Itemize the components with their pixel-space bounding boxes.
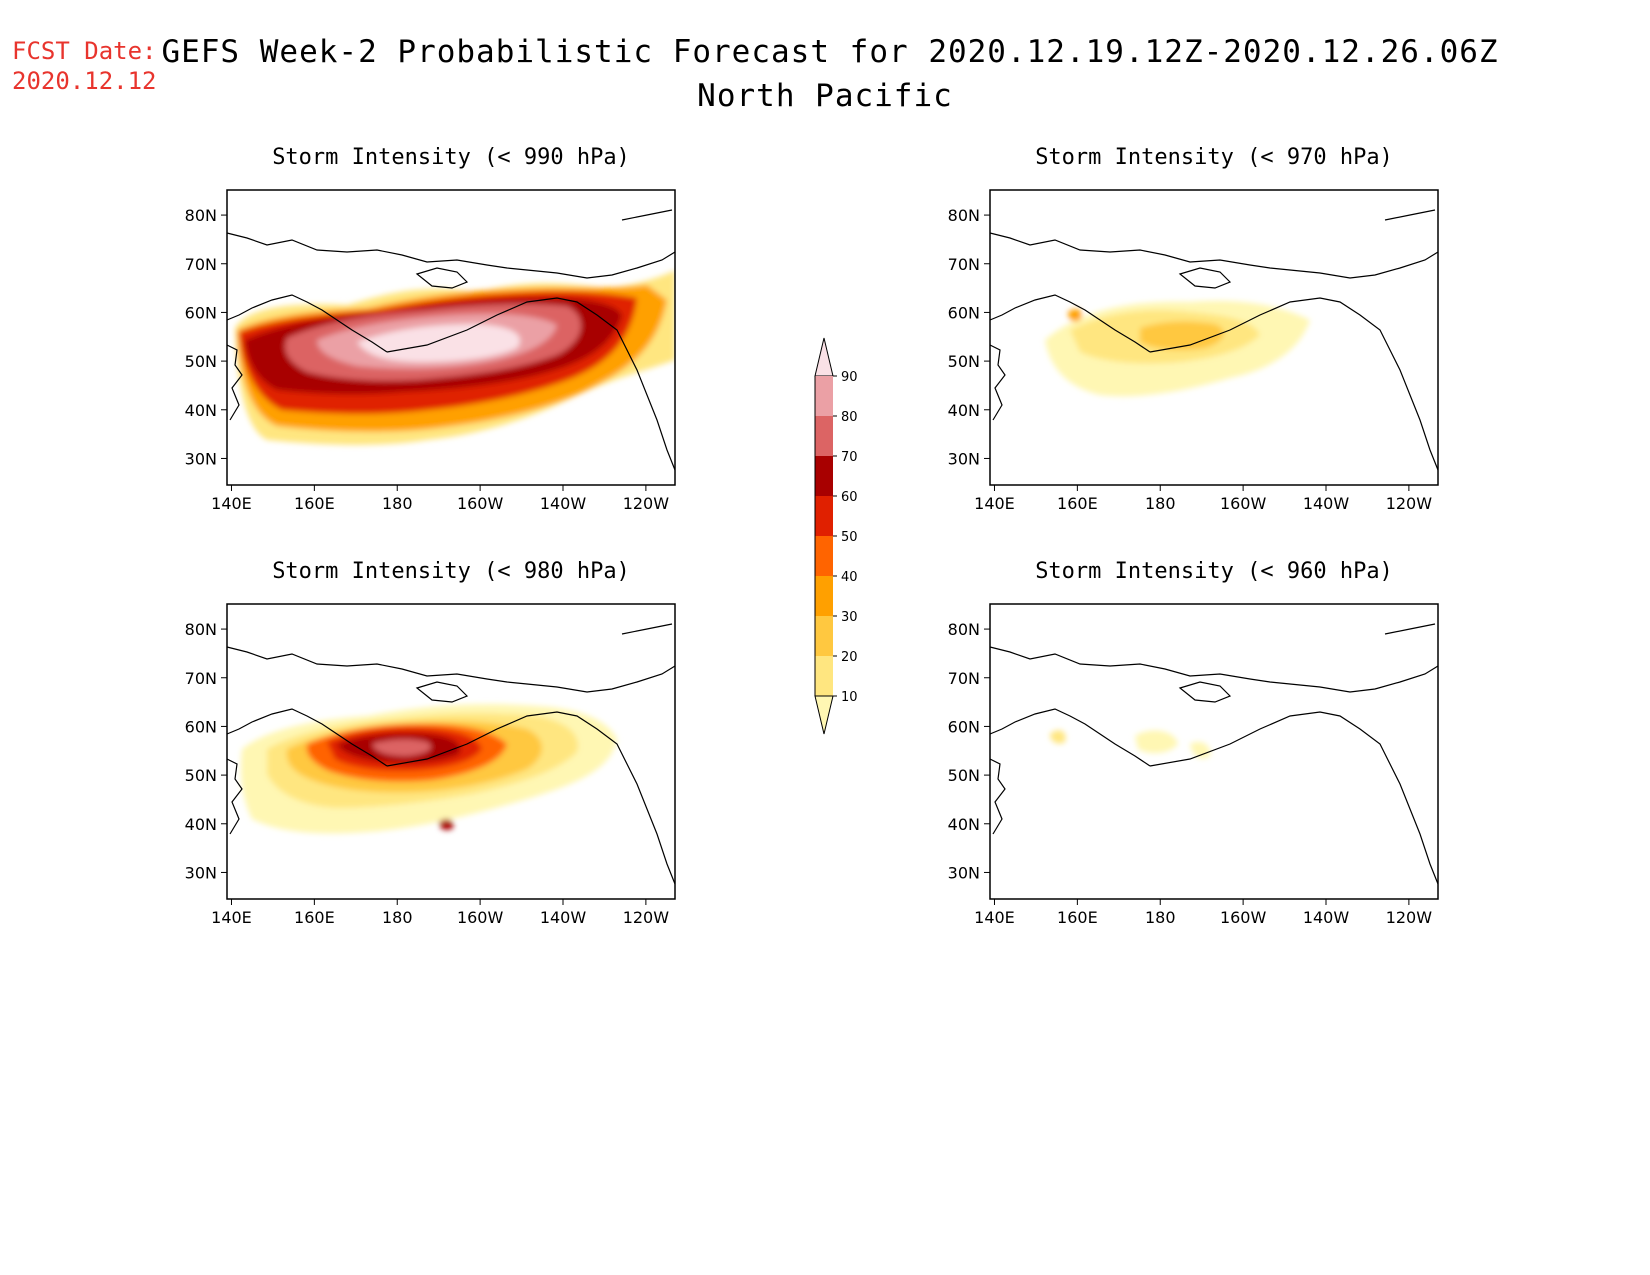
- y-tick-label: 70N: [185, 669, 217, 688]
- colorbar-label: 60: [841, 490, 858, 505]
- x-tick-label: 120W: [623, 494, 670, 513]
- y-tick-label: 60N: [948, 717, 980, 736]
- probability-field: [1045, 300, 1310, 397]
- x-tick-label: 140W: [540, 494, 587, 513]
- panel-990: Storm Intensity (< 990 hPa): [226, 145, 676, 486]
- colorbar: 90 80 70 60 50 40 30 20 10: [814, 337, 858, 735]
- colorbar-bin: [815, 616, 833, 656]
- y-tick-label: 40N: [948, 815, 980, 834]
- y-tick-label: 50N: [948, 352, 980, 371]
- forecast-date-label: FCST Date:: [12, 37, 157, 65]
- map-frame: [226, 189, 676, 486]
- x-tick-label: 180: [1145, 494, 1176, 513]
- y-tick-label: 40N: [185, 401, 217, 420]
- figure-title-region: North Pacific: [697, 78, 953, 114]
- y-tick-label: 60N: [185, 303, 217, 322]
- colorbar-label: 90: [841, 370, 858, 385]
- panel-970: Storm Intensity (< 970 hPa): [989, 145, 1439, 486]
- x-tick-label: 140E: [211, 494, 252, 513]
- x-tick-label: 160E: [294, 494, 335, 513]
- panel-title: Storm Intensity (< 970 hPa): [1035, 145, 1393, 170]
- axis-ticks: 140E 160E 180 160W 140W 120W 80N 70N 60N 50N 40N 30…: [185, 206, 1433, 927]
- coastline: [226, 623, 676, 885]
- colorbar-bin: [815, 416, 833, 456]
- colorbar-label: 50: [841, 530, 858, 545]
- colorbar-bin: [814, 337, 834, 377]
- colorbar-label: 70: [841, 450, 858, 465]
- colorbar-label: 10: [841, 690, 858, 705]
- panel-title: Storm Intensity (< 990 hPa): [272, 145, 630, 170]
- y-tick-label: 30N: [185, 863, 217, 882]
- colorbar-bin: [814, 695, 834, 735]
- y-tick-label: 80N: [948, 620, 980, 639]
- colorbar-label: 20: [841, 650, 858, 665]
- x-tick-label: 140W: [540, 908, 587, 927]
- y-tick-label: 50N: [185, 352, 217, 371]
- probability-field: [240, 604, 618, 834]
- colorbar-bin: [815, 456, 833, 496]
- map-frame: [989, 189, 1439, 486]
- x-tick-label: 160W: [457, 494, 504, 513]
- y-tick-label: 30N: [948, 449, 980, 468]
- x-tick-label: 140W: [1303, 494, 1350, 513]
- colorbar-bin: [815, 536, 833, 576]
- x-tick-label: 160W: [1220, 908, 1267, 927]
- x-tick-label: 160E: [1057, 494, 1098, 513]
- panel-title: Storm Intensity (< 960 hPa): [1035, 559, 1393, 584]
- figure-title-line1: GEFS Week-2 Probabilistic Forecast for 2…: [161, 34, 1499, 70]
- colorbar-label: 40: [841, 570, 858, 585]
- probability-field: [227, 190, 675, 445]
- y-tick-label: 80N: [185, 620, 217, 639]
- y-tick-label: 80N: [948, 206, 980, 225]
- x-tick-label: 180: [1145, 908, 1176, 927]
- y-tick-label: 30N: [185, 449, 217, 468]
- x-tick-label: 140W: [1303, 908, 1350, 927]
- probability-field: [1050, 730, 1211, 759]
- colorbar-bin: [815, 656, 833, 696]
- colorbar-bin: [815, 576, 833, 616]
- colorbar-label: 80: [841, 410, 858, 425]
- x-tick-label: 120W: [1386, 494, 1433, 513]
- x-tick-label: 140E: [974, 494, 1015, 513]
- y-tick-label: 70N: [948, 669, 980, 688]
- y-tick-label: 60N: [948, 303, 980, 322]
- x-tick-label: 120W: [623, 908, 670, 927]
- x-tick-label: 160E: [1057, 908, 1098, 927]
- coastline: [989, 623, 1439, 885]
- map-frame: [226, 603, 676, 900]
- x-tick-label: 160W: [1220, 494, 1267, 513]
- colorbar-bin: [815, 376, 833, 416]
- panel-title: Storm Intensity (< 980 hPa): [272, 559, 630, 584]
- x-tick-label: 180: [382, 908, 413, 927]
- x-tick-label: 160W: [457, 908, 504, 927]
- forecast-date: FCST Date: 2020.12.12: [12, 36, 157, 96]
- x-tick-label: 140E: [211, 908, 252, 927]
- map-frame: [989, 603, 1439, 900]
- colorbar-bin: [815, 496, 833, 536]
- y-tick-label: 60N: [185, 717, 217, 736]
- x-tick-label: 180: [382, 494, 413, 513]
- y-tick-label: 70N: [185, 255, 217, 274]
- coastline: [989, 209, 1439, 471]
- forecast-date-value: 2020.12.12: [12, 67, 157, 95]
- y-tick-label: 40N: [948, 401, 980, 420]
- y-tick-label: 50N: [948, 766, 980, 785]
- panel-980: Storm Intensity (< 980 hPa): [226, 559, 676, 900]
- figure-title: GEFS Week-2 Probabilistic Forecast for 2…: [0, 30, 1650, 118]
- y-tick-label: 40N: [185, 815, 217, 834]
- x-tick-label: 160E: [294, 908, 335, 927]
- y-tick-label: 80N: [185, 206, 217, 225]
- x-tick-label: 140E: [974, 908, 1015, 927]
- y-tick-label: 30N: [948, 863, 980, 882]
- colorbar-label: 30: [841, 610, 858, 625]
- y-tick-label: 50N: [185, 766, 217, 785]
- panel-960: Storm Intensity (< 960 hPa): [989, 559, 1439, 900]
- coastline: [226, 209, 676, 471]
- y-tick-label: 70N: [948, 255, 980, 274]
- x-tick-label: 120W: [1386, 908, 1433, 927]
